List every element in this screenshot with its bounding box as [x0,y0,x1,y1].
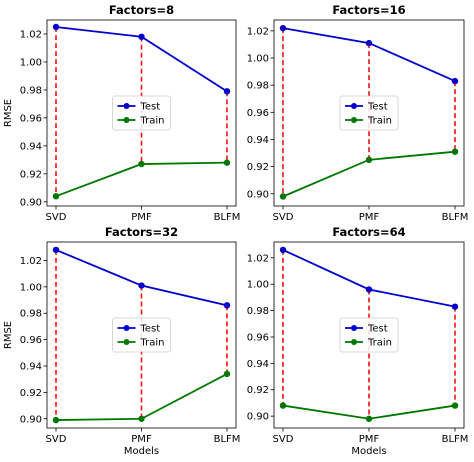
y-tick-label: 0.92 [247,385,269,396]
data-point-train [451,402,459,409]
y-tick-label: 0.92 [20,169,42,180]
data-point-train [365,156,373,164]
y-tick-label: 1.02 [20,256,42,267]
chart-title: Factors=64 [332,225,405,239]
data-point-test [52,246,60,254]
data-point-test [451,303,459,310]
y-tick-label: 1.00 [247,280,269,291]
data-point-test [365,286,373,293]
y-tick-label: 0.90 [247,412,269,423]
data-point-train [138,415,145,422]
x-axis-label: Models [351,446,386,457]
data-point-train [52,416,60,424]
data-point-train [52,193,60,200]
x-tick-label: PMF [359,434,380,445]
legend-label: Train [140,338,165,349]
y-tick-label: 0.96 [247,108,269,119]
data-point-train [223,370,231,378]
legend-swatch-marker [351,103,357,109]
x-tick-label: BLFM [214,212,241,223]
y-tick-label: 0.94 [247,359,269,370]
legend-swatch-marker [351,117,357,123]
series-line-train [55,373,228,421]
data-point-test [52,23,60,31]
x-tick-label: BLFM [214,434,241,445]
data-point-train [279,193,287,200]
x-tick-label: BLFM [442,434,469,445]
data-point-test [138,33,145,40]
x-tick-label: PMF [359,212,380,223]
legend-swatch-marker [123,103,130,109]
y-tick-label: 0.94 [20,141,42,152]
y-tick-label: 0.92 [247,162,269,173]
data-point-train [365,415,373,422]
y-tick-label: 0.90 [20,414,42,425]
x-axis-label: Models [124,446,159,457]
y-tick-label: 0.98 [247,81,269,92]
data-point-train [279,402,287,409]
y-tick-label: 0.98 [20,85,42,96]
data-point-test [365,39,373,47]
y-tick-label: 1.02 [20,29,42,40]
data-point-test [279,246,287,254]
y-tick-label: 1.02 [247,26,269,37]
data-point-test [223,88,231,95]
legend-swatch-marker [123,325,130,331]
legend-swatch-marker [351,325,357,331]
legend-label: Train [367,338,392,349]
y-tick-label: 1.00 [20,282,42,293]
y-tick-label: 0.98 [247,306,269,317]
data-point-test [451,77,459,85]
legend-swatch-marker [123,339,130,345]
x-tick-label: SVD [46,434,67,445]
x-tick-label: SVD [273,434,294,445]
legend-label: Train [140,116,165,127]
y-axis-label: RMSE [3,321,14,349]
y-tick-label: 0.96 [247,332,269,343]
legend-label: Test [140,324,161,335]
y-tick-label: 0.92 [20,388,42,399]
series-line-train [55,161,228,198]
legend-label: Test [367,102,388,113]
data-point-train [223,159,231,166]
data-point-train [138,160,145,168]
x-tick-label: PMF [131,434,152,445]
legend-swatch-marker [123,117,130,123]
data-point-test [279,24,287,32]
legend-swatch-marker [351,339,357,345]
legend-label: Test [140,102,161,113]
y-axis-label: RMSE [3,99,14,127]
y-tick-label: 1.00 [247,54,269,65]
y-tick-label: 1.02 [247,253,269,264]
y-tick-label: 0.96 [20,113,42,124]
x-tick-label: SVD [46,212,67,223]
data-point-test [223,302,231,309]
y-tick-label: 0.94 [20,362,42,373]
y-tick-label: 0.96 [20,335,42,346]
chart-title: Factors=8 [109,3,174,17]
legend-label: Train [367,116,392,127]
x-tick-label: PMF [131,212,152,223]
y-tick-label: 0.98 [20,309,42,320]
data-point-train [451,148,459,155]
x-tick-label: BLFM [442,212,469,223]
y-tick-label: 0.90 [247,189,269,200]
y-tick-label: 1.00 [20,57,42,68]
y-tick-label: 0.94 [247,135,269,146]
data-point-test [138,282,145,289]
x-tick-label: SVD [273,212,294,223]
chart-title: Factors=32 [105,225,178,239]
chart-title: Factors=16 [332,3,405,17]
y-tick-label: 0.90 [20,197,42,208]
legend-label: Test [367,324,388,335]
